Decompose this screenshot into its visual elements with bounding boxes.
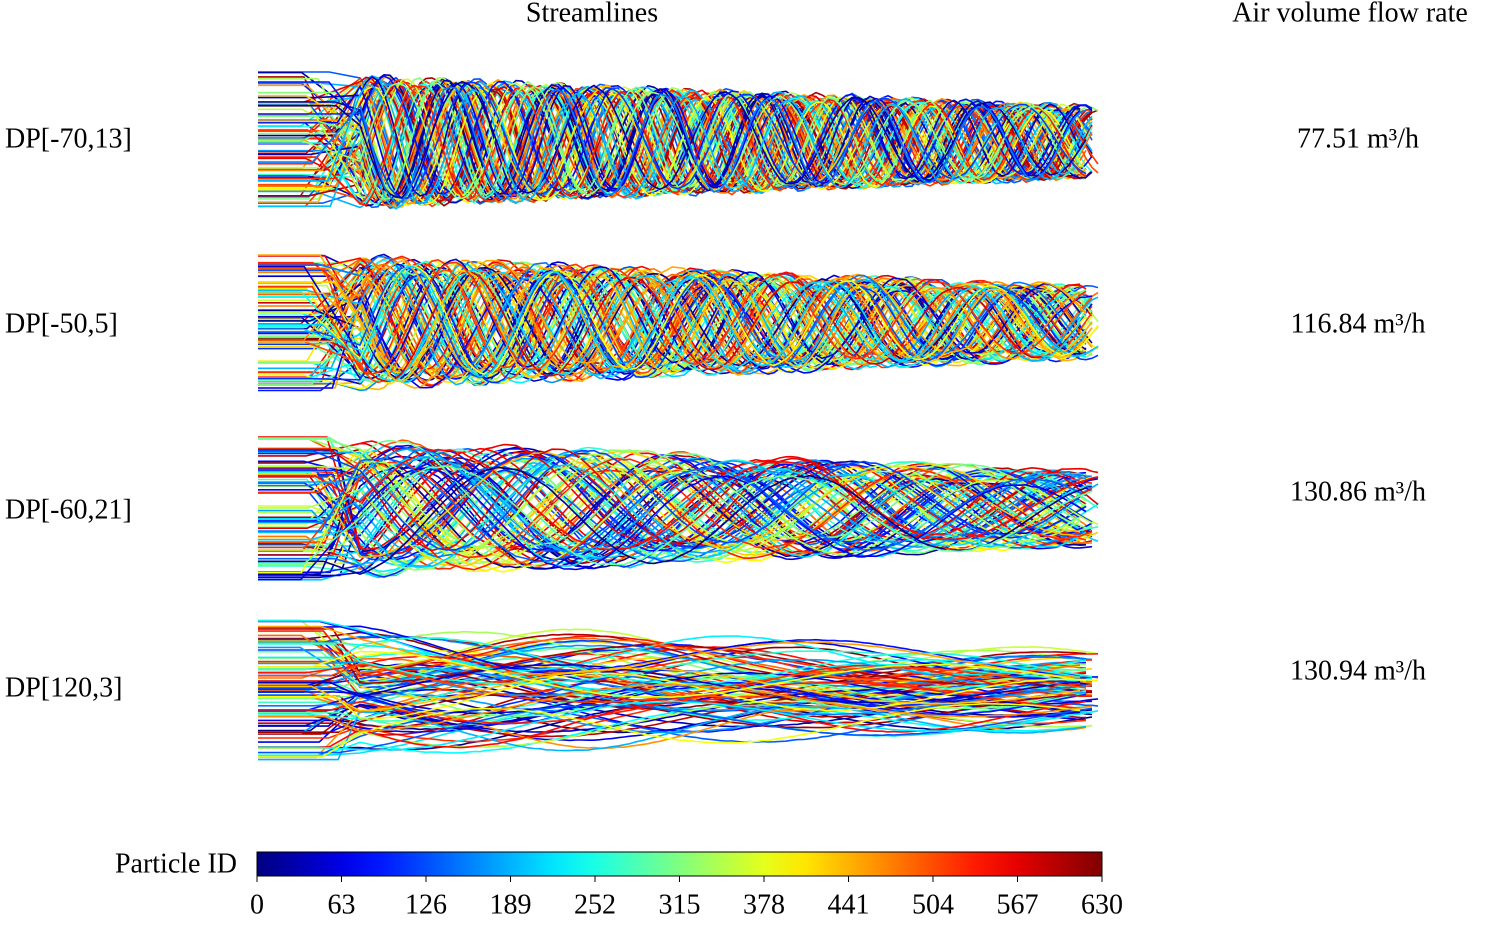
flow-rate: 130.94 m³/h <box>1290 655 1426 686</box>
colorbar-tick-label: 63 <box>328 889 356 920</box>
streamline <box>258 683 1093 733</box>
streamline <box>258 265 1081 378</box>
column-title: Streamlines <box>526 0 658 28</box>
streamline <box>258 457 1081 567</box>
streamline <box>258 273 1087 384</box>
streamline <box>258 269 1099 382</box>
streamline <box>258 270 1087 383</box>
streamline <box>258 704 1093 754</box>
streamline <box>258 448 1087 552</box>
colorbar-tick-label: 441 <box>828 889 870 920</box>
streamline <box>258 86 1087 204</box>
streamline <box>258 467 1087 581</box>
colorbar-tick-label: 315 <box>659 889 701 920</box>
streamline <box>258 447 1081 551</box>
row-label: DP[120,3] <box>5 672 122 703</box>
streamline <box>258 450 1093 557</box>
streamline <box>258 667 1081 712</box>
streamline <box>258 702 1081 758</box>
streamline <box>258 465 1093 566</box>
streamline <box>258 448 1099 551</box>
streamline <box>258 271 1087 384</box>
streamline <box>258 650 1087 698</box>
streamline <box>258 82 1087 200</box>
flow-rate: 116.84 m³/h <box>1291 308 1426 339</box>
colorbar-tick-label: 252 <box>574 889 616 920</box>
streamline <box>258 265 1099 376</box>
streamline <box>258 448 1087 554</box>
streamline <box>258 619 1099 674</box>
row-label: DP[-50,5] <box>5 308 118 339</box>
row-label: DP[-70,13] <box>5 123 132 154</box>
streamline <box>258 453 1081 555</box>
streamline-panel <box>258 619 1099 761</box>
streamline <box>258 461 1087 569</box>
streamline <box>258 254 1087 370</box>
streamline <box>258 460 1093 568</box>
streamline <box>258 663 1087 704</box>
streamline <box>258 689 1081 733</box>
streamline <box>258 84 1087 206</box>
streamline <box>258 449 1081 551</box>
streamline <box>258 700 1087 749</box>
streamline-panel <box>258 71 1099 210</box>
streamline <box>258 79 1093 198</box>
streamline-panels <box>258 71 1099 761</box>
colorbar-tick-label: 630 <box>1081 889 1123 920</box>
streamline <box>258 671 1099 715</box>
streamline <box>258 672 1099 720</box>
streamline <box>258 437 1081 547</box>
streamline <box>258 700 1099 752</box>
streamline <box>258 85 1081 205</box>
flow-rate: 77.51 m³/h <box>1297 123 1419 154</box>
colorbar-tick-label: 567 <box>997 889 1039 920</box>
streamline <box>258 466 1087 576</box>
streamline-panel <box>258 253 1099 392</box>
streamline <box>258 84 1093 204</box>
colorbar-tick-label: 0 <box>250 889 264 920</box>
row-label: DP[-60,21] <box>5 494 132 525</box>
flow-rate: 130.86 m³/h <box>1290 476 1426 507</box>
streamline <box>258 82 1081 201</box>
streamline <box>258 258 1081 374</box>
colorbar-tick-label: 378 <box>743 889 785 920</box>
streamline <box>258 436 1099 550</box>
streamline <box>258 261 1087 375</box>
streamline <box>258 643 1081 686</box>
streamline <box>258 89 1081 210</box>
colorbar-tick-label: 504 <box>912 889 954 920</box>
streamline <box>258 456 1093 560</box>
streamline <box>258 641 1081 686</box>
streamline-panel <box>258 436 1099 581</box>
streamline <box>258 448 1099 552</box>
streamline <box>258 87 1093 208</box>
column-title: Air volume flow rate <box>1232 0 1468 28</box>
streamline <box>258 83 1081 206</box>
streamline <box>258 688 1081 728</box>
streamline <box>258 81 1087 200</box>
streamline <box>258 457 1087 563</box>
streamline <box>258 636 1093 686</box>
streamline <box>258 663 1081 704</box>
colorbar-label: Particle ID <box>115 848 237 879</box>
streamline <box>258 74 1093 195</box>
colorbar <box>256 851 1103 877</box>
colorbar-tick-label: 126 <box>405 889 447 920</box>
streamline <box>258 620 1087 676</box>
streamline <box>258 634 1081 682</box>
colorbar-tick-label: 189 <box>490 889 532 920</box>
